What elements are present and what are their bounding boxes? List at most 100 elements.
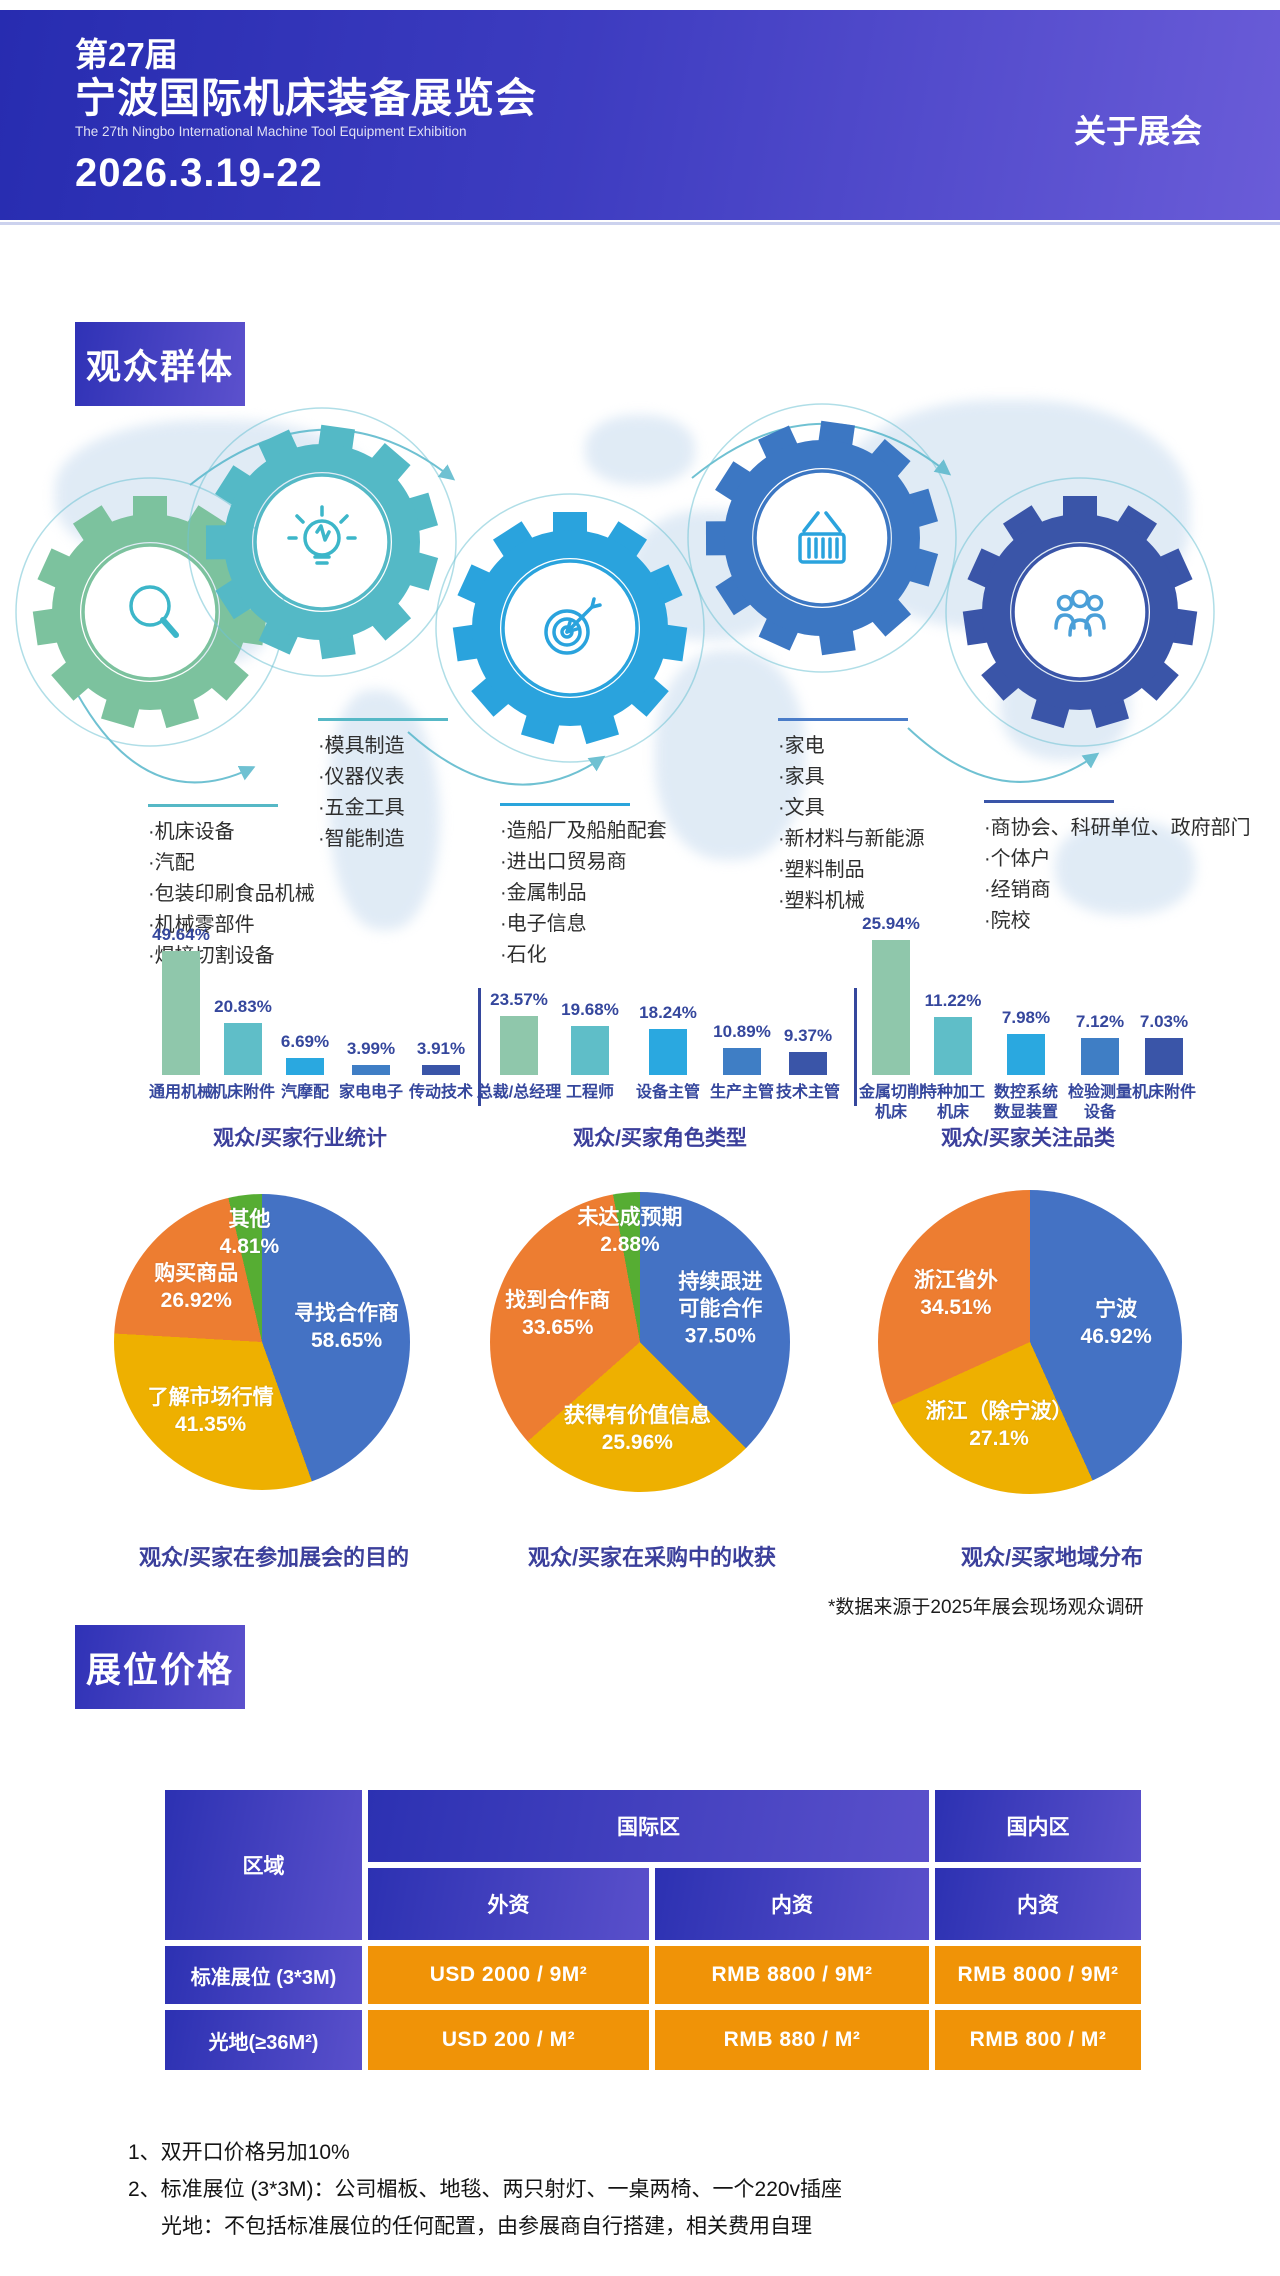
visitor-group-line [984, 800, 1114, 803]
visitor-group-line [318, 718, 448, 721]
bar-category-label: 总裁/总经理 [476, 1084, 562, 1101]
exhibition-date: 2026.3.19-22 [75, 151, 323, 195]
pie-slice-label: 了解市场行情 41.35% [147, 1385, 274, 1436]
table-price-cell: RMB 8800 / 9M² [655, 1946, 929, 2004]
bar-category-label: 检验测量 设备 [1067, 1084, 1133, 1121]
data-source-note: *数据来源于2025年展会现场观众调研 [828, 1597, 1144, 1618]
bar-value-label: 20.83% [214, 997, 272, 1016]
bar-category-label: 金属切削 机床 [858, 1084, 924, 1121]
bar [224, 1023, 262, 1075]
bar-value-label: 49.64% [152, 925, 210, 944]
visitor-group-list: ·机床设备 ·汽配 ·包装印刷食品机械 ·机械零部件 ·焊接切割设备 [148, 817, 315, 972]
bar-category-label: 家电电子 [338, 1084, 404, 1101]
pricing-table: 区域 国际区 国内区 外资 内资 内资 标准展位 (3*3M) USD 2000 / 9M² R… [165, 1790, 1141, 2070]
gear-2 [187, 407, 457, 677]
gear-3 [435, 493, 705, 763]
bar [1007, 1034, 1045, 1075]
list-item: ·电子信息 [500, 913, 587, 935]
pie-slice-label: 浙江省外 34.51% [913, 1269, 998, 1320]
pie-slice-label: 持续跟进 可能合作 37.50% [678, 1270, 763, 1348]
bar-value-label: 7.98% [1001, 1008, 1051, 1027]
table-price-cell: RMB 8000 / 9M² [935, 1946, 1141, 2004]
exhibition-edition: 第27届 [75, 36, 178, 73]
pie-slice-label: 购买商品 26.92% [154, 1261, 239, 1312]
table-header-capital: 内资 [655, 1868, 929, 1940]
page-header: 第27届 宁波国际机床装备展览会 The 27th Ningbo Interna… [0, 10, 1280, 225]
bar [649, 1029, 687, 1075]
list-item: ·塑料制品 [778, 859, 865, 881]
people-icon [1054, 589, 1106, 637]
table-header-region: 区域 [165, 1790, 362, 1940]
list-item: ·家具 [778, 766, 825, 788]
bar-value-label: 3.99% [346, 1039, 396, 1058]
basket-icon [798, 511, 846, 564]
chart-caption: 观众/买家在参加展会的目的 [138, 1545, 410, 1570]
pricing-note: 1、双开口价格另加10% [128, 2141, 350, 2164]
visitor-group-list: ·模具制造 ·仪器仪表 ·五金工具 ·智能制造 [318, 731, 405, 855]
magnifier-icon [129, 585, 179, 638]
bar-category-label: 机床附件 [1131, 1084, 1197, 1101]
list-item: ·智能制造 [318, 828, 405, 850]
bar-category-label: 工程师 [565, 1084, 615, 1101]
exhibition-title: 宁波国际机床装备展览会 [75, 75, 537, 121]
list-item: ·塑料机械 [778, 890, 865, 912]
table-price-cell: USD 200 / M² [368, 2010, 649, 2070]
bar-category-label: 通用机械 [148, 1084, 214, 1101]
target-icon [544, 597, 602, 655]
visitor-group-list: ·家电 ·家具 ·文具 ·新材料与新能源 ·塑料制品 ·塑料机械 [778, 731, 925, 917]
list-item: ·院校 [984, 910, 1031, 932]
pie-slice-label: 未达成预期 2.88% [577, 1206, 683, 1257]
pie-chart [114, 1194, 410, 1490]
bar-value-label: 9.37% [783, 1026, 833, 1045]
chart-caption: 观众/买家关注品类 [941, 1127, 1115, 1150]
bar-category-label: 特种加工 机床 [920, 1084, 986, 1121]
bar-category-label: 机床附件 [210, 1084, 276, 1101]
table-header-zone: 国内区 [935, 1790, 1141, 1862]
bar-category-label: 数控系统 数显装置 [993, 1084, 1059, 1121]
table-header-capital: 外资 [368, 1868, 649, 1940]
pie-slice-label: 其他 4.81% [219, 1208, 280, 1259]
bar-category-label: 传动技术 [408, 1084, 474, 1101]
list-item: ·仪器仪表 [318, 766, 405, 788]
table-price-cell: RMB 800 / M² [935, 2010, 1141, 2070]
table-header-capital: 内资 [935, 1868, 1141, 1940]
bar [789, 1052, 827, 1075]
bar-category-label: 技术主管 [775, 1084, 841, 1101]
list-item: ·模具制造 [318, 735, 405, 757]
bar [723, 1048, 761, 1075]
bar-value-label: 6.69% [280, 1032, 330, 1051]
list-item: ·造船厂及船舶配套 [500, 820, 667, 842]
gear-4 [687, 403, 957, 673]
bar-category-label: 汽摩配 [280, 1084, 330, 1101]
visitor-group-line [500, 803, 630, 806]
pie-chart [878, 1190, 1182, 1494]
visitor-group-list: ·造船厂及船舶配套 ·进出口贸易商 ·金属制品 ·电子信息 ·石化 [500, 816, 667, 971]
list-item: ·包装印刷食品机械 [148, 883, 315, 905]
table-row-label: 光地(≥36M²) [165, 2010, 362, 2070]
bar-category-label: 生产主管 [709, 1084, 775, 1101]
bar [872, 940, 910, 1075]
nav-about-link[interactable]: 关于展会 [1073, 113, 1202, 149]
pie-slice-label: 获得有价值信息 25.96% [563, 1403, 711, 1454]
list-item: ·汽配 [148, 852, 195, 874]
list-item: ·五金工具 [318, 797, 405, 819]
bar-value-label: 23.57% [490, 990, 548, 1009]
pie-slice-label: 找到合作商 33.65% [505, 1288, 611, 1339]
bar [422, 1065, 460, 1075]
chart-divider [478, 988, 481, 1106]
list-item: ·文具 [778, 797, 825, 819]
table-price-cell: RMB 880 / M² [655, 2010, 929, 2070]
chart-caption: 观众/买家在采购中的收获 [527, 1545, 777, 1570]
list-item: ·金属制品 [500, 882, 587, 904]
bar-value-label: 25.94% [862, 914, 920, 933]
table-price-cell: USD 2000 / 9M² [368, 1946, 649, 2004]
bar [500, 1016, 538, 1075]
visitor-group-line [778, 718, 908, 721]
bar [1145, 1038, 1183, 1075]
chart-caption: 观众/买家地域分布 [960, 1545, 1144, 1570]
bar [162, 951, 200, 1075]
bar [934, 1017, 972, 1075]
table-header-zone: 国际区 [368, 1790, 929, 1862]
list-item: ·家电 [778, 735, 825, 757]
